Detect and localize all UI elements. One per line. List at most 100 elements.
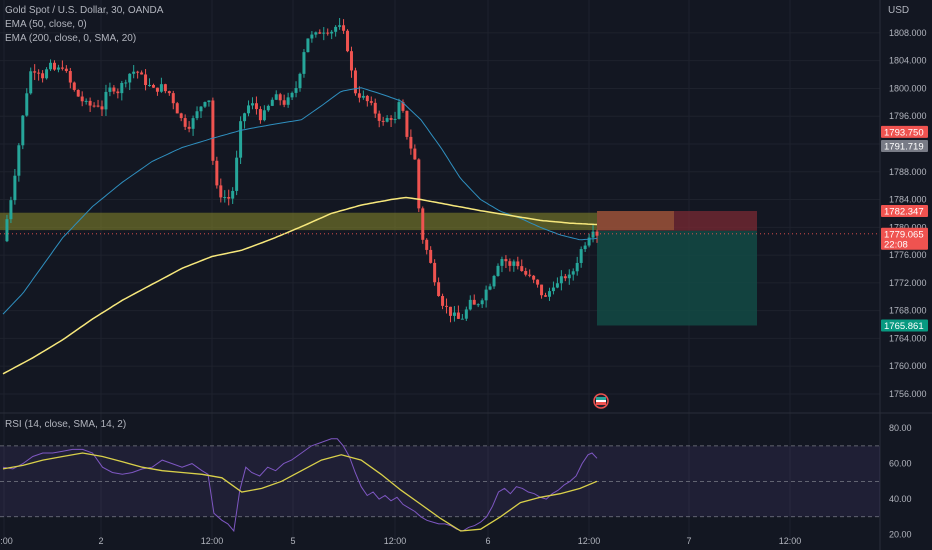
ema200-label[interactable]: EMA (200, close, 0, SMA, 20) <box>5 33 137 44</box>
candle-body[interactable] <box>488 286 492 290</box>
candle-body[interactable] <box>595 231 599 236</box>
candle-body[interactable] <box>80 96 84 102</box>
candle-body[interactable] <box>326 32 330 34</box>
candle-body[interactable] <box>104 91 108 110</box>
candlestick-series[interactable] <box>5 18 599 323</box>
candle-body[interactable] <box>223 197 227 199</box>
flag-icon[interactable] <box>593 393 609 409</box>
candle-body[interactable] <box>532 275 536 280</box>
candle-body[interactable] <box>175 103 179 114</box>
time-axis[interactable]: 2:00 2 12:00 5 12:00 6 12:00 7 12:00 <box>0 536 801 546</box>
candle-body[interactable] <box>417 159 421 209</box>
candle-body[interactable] <box>286 97 290 105</box>
candle-body[interactable] <box>571 271 575 275</box>
candle-body[interactable] <box>116 91 120 94</box>
candle-body[interactable] <box>120 82 124 94</box>
candle-body[interactable] <box>496 265 500 276</box>
candle-body[interactable] <box>460 318 464 320</box>
candle-body[interactable] <box>49 62 53 70</box>
candle-body[interactable] <box>575 262 579 272</box>
candle-body[interactable] <box>148 84 152 86</box>
candle-body[interactable] <box>64 68 68 72</box>
candle-body[interactable] <box>441 296 445 306</box>
candle-body[interactable] <box>60 67 64 69</box>
candle-body[interactable] <box>322 32 326 34</box>
candle-body[interactable] <box>136 71 140 73</box>
candle-body[interactable] <box>385 118 389 122</box>
candle-body[interactable] <box>334 26 338 32</box>
candle-body[interactable] <box>124 82 128 84</box>
candle-body[interactable] <box>369 101 373 103</box>
candle-body[interactable] <box>567 274 571 279</box>
candle-body[interactable] <box>254 103 258 110</box>
candle-body[interactable] <box>389 118 393 120</box>
candle-body[interactable] <box>476 304 480 306</box>
candle-body[interactable] <box>13 175 17 201</box>
candle-body[interactable] <box>338 25 342 27</box>
candle-body[interactable] <box>433 262 437 283</box>
candle-body[interactable] <box>555 283 559 288</box>
candle-body[interactable] <box>425 239 429 250</box>
candle-body[interactable] <box>17 145 21 176</box>
candle-body[interactable] <box>235 157 239 191</box>
candle-body[interactable] <box>274 94 278 100</box>
candle-body[interactable] <box>342 25 346 31</box>
candle-body[interactable] <box>437 282 441 297</box>
candle-body[interactable] <box>353 70 357 94</box>
candle-body[interactable] <box>551 287 555 292</box>
candle-body[interactable] <box>468 299 472 310</box>
candle-body[interactable] <box>464 309 468 319</box>
candle-body[interactable] <box>21 115 25 146</box>
candle-body[interactable] <box>401 102 405 111</box>
candle-body[interactable] <box>452 312 456 316</box>
candle-body[interactable] <box>559 276 563 284</box>
candle-body[interactable] <box>33 71 37 73</box>
candle-body[interactable] <box>413 148 417 160</box>
candle-body[interactable] <box>88 100 92 106</box>
candle-body[interactable] <box>373 102 377 114</box>
candle-body[interactable] <box>112 87 116 92</box>
candle-body[interactable] <box>524 271 528 275</box>
candle-body[interactable] <box>37 72 41 74</box>
candle-body[interactable] <box>92 105 96 107</box>
candle-body[interactable] <box>591 231 595 238</box>
candle-body[interactable] <box>361 95 365 98</box>
candle-body[interactable] <box>132 71 136 74</box>
candle-body[interactable] <box>310 34 314 39</box>
candle-body[interactable] <box>445 305 449 307</box>
candle-body[interactable] <box>76 89 80 97</box>
candle-body[interactable] <box>128 73 132 83</box>
candle-body[interactable] <box>540 284 544 296</box>
candle-body[interactable] <box>579 249 583 263</box>
candle-body[interactable] <box>587 237 591 246</box>
candle-body[interactable] <box>68 71 72 83</box>
candle-body[interactable] <box>179 113 183 119</box>
candle-body[interactable] <box>207 100 211 103</box>
candle-body[interactable] <box>512 261 516 266</box>
candle-body[interactable] <box>187 126 191 129</box>
candle-body[interactable] <box>365 95 369 102</box>
candle-body[interactable] <box>108 87 112 92</box>
candle-body[interactable] <box>25 93 29 116</box>
candle-body[interactable] <box>231 190 235 199</box>
candle-body[interactable] <box>302 52 306 74</box>
candle-body[interactable] <box>480 300 484 305</box>
candle-body[interactable] <box>262 110 266 121</box>
candle-body[interactable] <box>100 106 104 110</box>
candle-body[interactable] <box>528 274 532 276</box>
candle-body[interactable] <box>405 110 409 137</box>
candle-body[interactable] <box>393 118 397 120</box>
candle-body[interactable] <box>96 105 100 107</box>
candle-body[interactable] <box>409 136 413 149</box>
candle-body[interactable] <box>171 93 175 104</box>
candle-body[interactable] <box>500 259 504 266</box>
candle-body[interactable] <box>357 93 361 98</box>
candle-body[interactable] <box>227 197 231 199</box>
candle-body[interactable] <box>140 72 144 75</box>
candle-body[interactable] <box>183 118 187 127</box>
candle-body[interactable] <box>167 91 171 94</box>
candle-body[interactable] <box>544 295 548 297</box>
candle-body[interactable] <box>243 113 247 122</box>
candle-body[interactable] <box>583 245 587 250</box>
